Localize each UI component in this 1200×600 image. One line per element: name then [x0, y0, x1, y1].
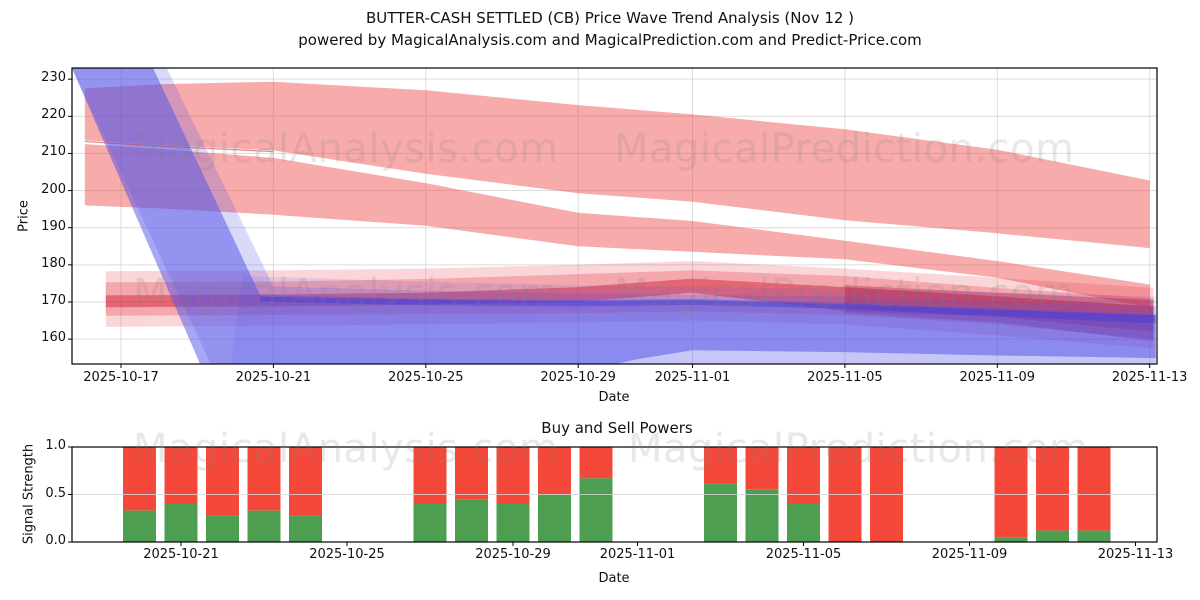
top-chart-bands — [72, 68, 1156, 364]
bottom-date-axis-label: Date — [598, 571, 630, 586]
top-x-tick-2025-10-29: 2025-10-29 — [540, 370, 616, 385]
figure-title-line1: BUTTER-CASH SETTLED (CB) Price Wave Tren… — [365, 9, 855, 27]
bottom-x-tick-2025-11-09: 2025-11-09 — [931, 547, 1008, 562]
band-red-upper-band — [84, 81, 1150, 249]
buy-bar-2025-11-12 — [1077, 530, 1111, 542]
bottom-chart-bars — [72, 447, 1157, 542]
top-x-tick-2025-10-21: 2025-10-21 — [235, 370, 312, 385]
bottom-x-tick-2025-11-01: 2025-11-01 — [599, 547, 676, 562]
buy-bar-2025-10-22 — [206, 515, 239, 542]
bottom-y-tick-0.5: 0.5 — [45, 485, 66, 501]
buy-bar-2025-10-31 — [579, 478, 613, 542]
sell-bar-2025-10-24 — [289, 447, 322, 516]
buy-bar-2025-10-27 — [413, 504, 447, 542]
sell-bar-2025-11-11 — [1036, 447, 1069, 531]
bottom-chart-title: Buy and Sell Powers — [541, 419, 693, 437]
sell-bar-2025-10-28 — [455, 447, 488, 500]
buy-bar-2025-10-20 — [123, 510, 156, 542]
buy-bar-2025-11-05 — [787, 504, 820, 542]
top-y-tick-160: 160 — [41, 330, 66, 346]
top-x-tick-2025-11-13: 2025-11-13 — [1111, 370, 1188, 385]
bottom-x-tick-2025-10-25: 2025-10-25 — [309, 547, 385, 562]
band-blue-band-main — [72, 68, 1156, 364]
watermark-prediction-row2: MagicalPrediction.com — [614, 271, 1075, 317]
top-x-tick-2025-11-01: 2025-11-01 — [654, 370, 731, 385]
buy-bar-2025-10-24 — [289, 515, 322, 542]
buy-bar-2025-11-03 — [704, 483, 737, 542]
band-blue-band-core — [260, 296, 1156, 324]
watermark-analysis-row2: MagicalAnalysis.com — [133, 271, 559, 317]
sell-bar-2025-10-22 — [206, 447, 239, 516]
band-red-mid-core — [105, 278, 1154, 332]
buy-bar-2025-10-30 — [538, 494, 571, 542]
sell-bar-2025-11-10 — [994, 447, 1028, 538]
bottom-x-tick-2025-10-21: 2025-10-21 — [143, 547, 219, 562]
top-y-tick-200: 200 — [41, 181, 66, 197]
band-blue-band-faint — [230, 276, 1156, 364]
sell-bar-2025-11-03 — [704, 447, 737, 484]
bottom-x-tick-2025-10-29: 2025-10-29 — [475, 547, 551, 562]
sell-bar-2025-11-04 — [745, 447, 779, 490]
sell-bar-2025-10-31 — [579, 447, 613, 479]
watermark-prediction-row3: MagicalPrediction.com — [628, 426, 1089, 472]
band-seam-line — [84, 140, 274, 153]
bottom-x-tick-2025-11-13: 2025-11-13 — [1097, 547, 1174, 562]
top-y-tick-220: 220 — [41, 107, 66, 123]
sell-bar-2025-10-23 — [247, 447, 281, 511]
buy-bar-2025-11-04 — [745, 489, 779, 542]
price-axis-label: Price — [16, 200, 32, 232]
buy-bar-2025-11-11 — [1036, 530, 1069, 542]
watermark-analysis-row3: MagicalAnalysis.com — [133, 426, 559, 472]
buy-bar-2025-10-29 — [496, 504, 530, 542]
top-date-axis-label: Date — [598, 390, 630, 405]
top-y-tick-190: 190 — [41, 218, 66, 234]
top-y-tick-180: 180 — [41, 255, 66, 271]
top-x-tick-2025-10-25: 2025-10-25 — [388, 370, 464, 385]
top-y-tick-210: 210 — [41, 144, 66, 160]
buy-bar-2025-10-23 — [247, 510, 281, 542]
band-blue-band-soft — [72, 68, 1156, 364]
top-x-tick-2025-11-05: 2025-11-05 — [807, 370, 883, 385]
signal-strength-axis-label: Signal Strength — [21, 443, 37, 545]
bottom-y-tick-0.0: 0.0 — [45, 533, 66, 548]
buy-bar-2025-10-28 — [455, 499, 488, 542]
figure-title-line2: powered by MagicalAnalysis.com and Magic… — [298, 31, 922, 49]
buy-bar-2025-11-10 — [994, 537, 1028, 542]
watermark-prediction-row1: MagicalPrediction.com — [614, 126, 1075, 172]
sell-bar-2025-10-30 — [538, 447, 571, 495]
top-plot-border — [71, 67, 1158, 365]
bottom-x-tick-2025-11-05: 2025-11-05 — [765, 547, 842, 562]
bottom-y-tick-1.0: 1.0 — [45, 438, 66, 453]
top-x-tick-2025-10-17: 2025-10-17 — [83, 370, 159, 385]
watermark-analysis-row1: MagicalAnalysis.com — [133, 126, 559, 172]
top-x-tick-2025-11-09: 2025-11-09 — [959, 370, 1036, 385]
sell-bar-2025-11-12 — [1077, 447, 1111, 531]
band-red-lower-band — [84, 144, 1150, 308]
top-y-tick-170: 170 — [41, 292, 66, 308]
buy-bar-2025-10-21 — [164, 504, 198, 542]
top-y-tick-230: 230 — [41, 70, 66, 86]
sell-bar-2025-10-20 — [123, 447, 156, 511]
